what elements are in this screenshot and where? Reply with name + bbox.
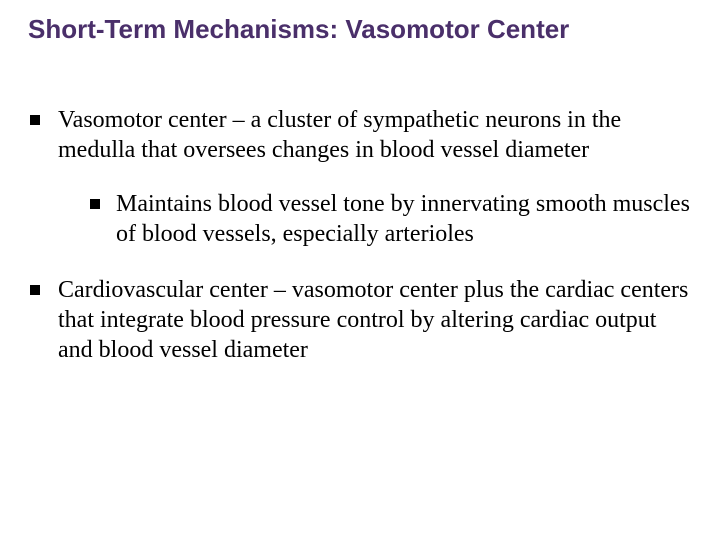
bullet-list-level1: Vasomotor center – a cluster of sympathe… bbox=[28, 105, 692, 365]
slide: Short-Term Mechanisms: Vasomotor Center … bbox=[0, 0, 720, 540]
list-item: Vasomotor center – a cluster of sympathe… bbox=[28, 105, 692, 249]
list-item: Cardiovascular center – vasomotor center… bbox=[28, 275, 692, 365]
bullet-text: Vasomotor center – a cluster of sympathe… bbox=[58, 107, 621, 163]
slide-title: Short-Term Mechanisms: Vasomotor Center bbox=[28, 14, 692, 45]
bullet-list-level2: Maintains blood vessel tone by innervati… bbox=[58, 189, 692, 249]
bullet-text: Cardiovascular center – vasomotor center… bbox=[58, 277, 688, 363]
bullet-text: Maintains blood vessel tone by innervati… bbox=[116, 191, 690, 247]
list-item: Maintains blood vessel tone by innervati… bbox=[88, 189, 692, 249]
